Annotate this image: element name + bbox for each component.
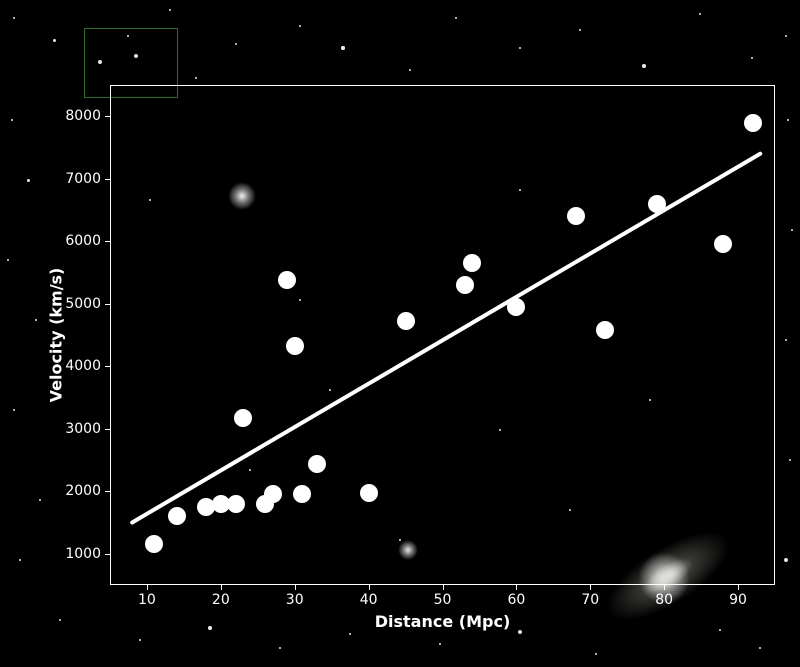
y-tick-mark xyxy=(105,429,110,430)
x-tick-mark xyxy=(738,585,739,590)
data-point xyxy=(744,114,762,132)
y-axis-label: Velocity (km/s) xyxy=(47,268,66,403)
bg-star xyxy=(784,558,788,562)
y-tick-label: 4000 xyxy=(65,358,101,374)
bg-star xyxy=(27,179,30,182)
y-tick-label: 6000 xyxy=(65,233,101,249)
bg-star xyxy=(642,64,646,68)
data-point xyxy=(596,321,614,339)
bg-star xyxy=(98,60,102,64)
bg-star xyxy=(134,54,138,58)
bg-star xyxy=(35,319,37,321)
data-point xyxy=(567,207,585,225)
y-tick-mark xyxy=(105,491,110,492)
x-tick-label: 30 xyxy=(286,592,304,608)
data-point xyxy=(714,235,732,253)
bg-star xyxy=(785,339,787,341)
bg-star xyxy=(787,119,789,121)
data-point xyxy=(507,298,525,316)
x-tick-mark xyxy=(443,585,444,590)
y-tick-mark xyxy=(105,366,110,367)
x-tick-label: 10 xyxy=(138,592,156,608)
data-point xyxy=(286,337,304,355)
bg-star xyxy=(169,9,171,11)
x-tick-mark xyxy=(147,585,148,590)
bg-star xyxy=(791,229,793,231)
hubble-diagram-plot: 102030405060708090 100020003000400050006… xyxy=(110,85,775,585)
x-tick-label: 80 xyxy=(655,592,673,608)
x-tick-mark xyxy=(369,585,370,590)
data-point xyxy=(168,507,186,525)
bg-star xyxy=(235,43,237,45)
bg-star xyxy=(19,559,21,561)
data-point xyxy=(648,195,666,213)
x-axis-label: Distance (Mpc) xyxy=(375,612,511,631)
x-tick-mark xyxy=(221,585,222,590)
bg-star xyxy=(789,459,791,461)
y-tick-label: 7000 xyxy=(65,171,101,187)
bg-star xyxy=(751,57,753,59)
bg-star xyxy=(699,13,701,15)
bg-star xyxy=(279,647,281,649)
y-tick-mark xyxy=(105,116,110,117)
bg-star xyxy=(139,639,141,641)
bg-star xyxy=(127,35,129,37)
bg-star xyxy=(13,409,15,411)
y-tick-mark xyxy=(105,554,110,555)
x-tick-mark xyxy=(295,585,296,590)
bg-star xyxy=(59,619,62,622)
data-point xyxy=(463,254,481,272)
y-tick-mark xyxy=(105,241,110,242)
x-tick-mark xyxy=(664,585,665,590)
x-tick-label: 90 xyxy=(729,592,747,608)
y-tick-mark xyxy=(105,179,110,180)
bg-star xyxy=(518,630,522,634)
data-point xyxy=(264,485,282,503)
bg-star xyxy=(13,17,15,19)
data-point xyxy=(397,312,415,330)
x-tick-mark xyxy=(516,585,517,590)
data-point xyxy=(308,455,326,473)
x-tick-label: 40 xyxy=(360,592,378,608)
data-point xyxy=(145,535,163,553)
x-tick-label: 60 xyxy=(507,592,525,608)
data-point xyxy=(360,484,378,502)
bg-star xyxy=(519,47,521,49)
astronomy-chart-stage: 10 20 30 40 50 60 70 80 90 1000 2000 3000 4000 5000 6… xyxy=(0,0,800,667)
data-point xyxy=(456,276,474,294)
bg-star xyxy=(409,69,411,71)
x-tick-mark xyxy=(590,585,591,590)
bg-star xyxy=(439,643,441,645)
y-tick-label: 5000 xyxy=(65,296,101,312)
data-point xyxy=(293,485,311,503)
x-tick-label: 70 xyxy=(581,592,599,608)
bg-star xyxy=(455,17,458,20)
bg-star xyxy=(759,647,762,650)
bg-star xyxy=(39,499,41,501)
bg-star xyxy=(208,626,212,630)
bg-star xyxy=(11,119,13,121)
bg-star xyxy=(579,29,582,32)
bg-star xyxy=(195,77,197,79)
y-tick-mark xyxy=(105,304,110,305)
bg-star xyxy=(595,653,597,655)
y-tick-label: 3000 xyxy=(65,421,101,437)
data-point xyxy=(278,271,296,289)
y-tick-label: 8000 xyxy=(65,108,101,124)
x-tick-label: 50 xyxy=(434,592,452,608)
y-tick-label: 2000 xyxy=(65,483,101,499)
bg-star xyxy=(785,35,787,37)
data-point xyxy=(227,495,245,513)
bg-star xyxy=(299,25,301,27)
bg-star xyxy=(7,259,9,261)
bg-star xyxy=(719,629,721,631)
data-point xyxy=(234,409,252,427)
x-tick-label: 20 xyxy=(212,592,230,608)
bg-star xyxy=(53,39,56,42)
y-tick-label: 1000 xyxy=(65,546,101,562)
bg-star xyxy=(349,633,352,636)
bg-star xyxy=(341,46,344,49)
